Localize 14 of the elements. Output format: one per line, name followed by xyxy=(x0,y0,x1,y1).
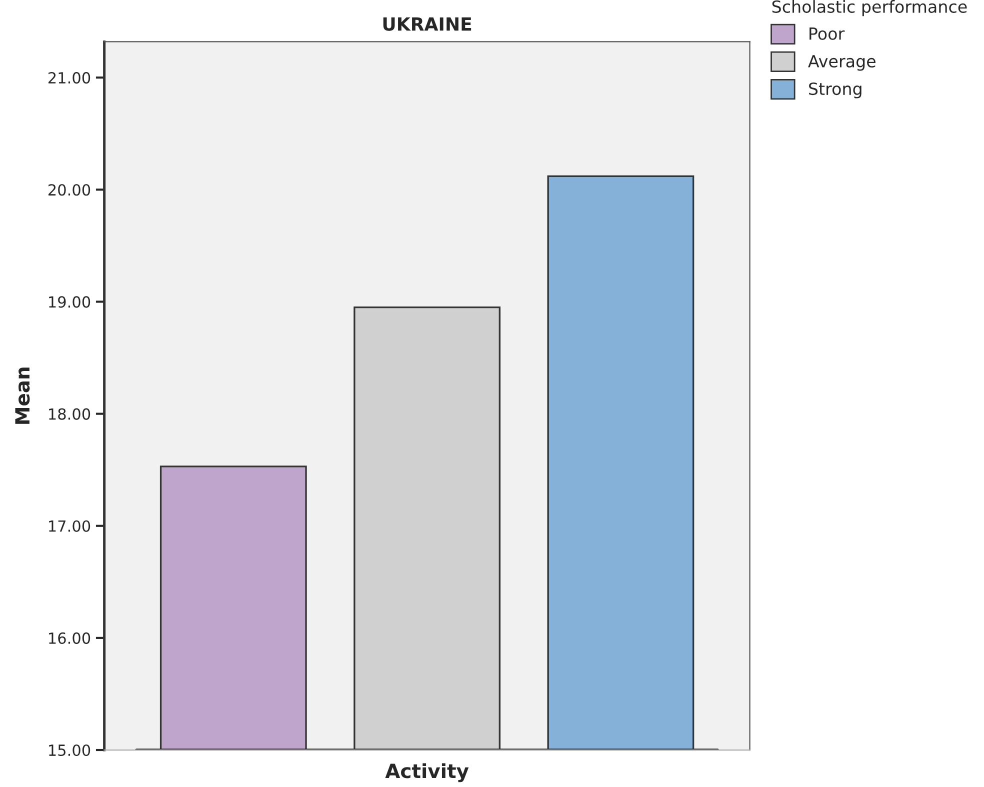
y-tick-label: 18.00 xyxy=(49,408,90,420)
y-tick-label: 15.00 xyxy=(49,744,90,756)
y-tick-label: 19.00 xyxy=(49,296,90,308)
legend-label: Average xyxy=(808,55,876,71)
legend-label: Poor xyxy=(810,28,845,40)
y-tick-label: 21.00 xyxy=(48,72,90,84)
y-tick-label: 16.00 xyxy=(49,632,90,644)
legend-title: Scholastic performance xyxy=(772,0,967,16)
legend-label: Strong xyxy=(809,82,862,98)
y-tick-label: 20.00 xyxy=(48,184,90,196)
x-axis-title: Activity xyxy=(385,763,469,782)
y-axis-title: Mean xyxy=(15,368,30,424)
chart-title: UKRAINE xyxy=(383,17,472,31)
y-tick-label: 17.00 xyxy=(49,520,90,532)
